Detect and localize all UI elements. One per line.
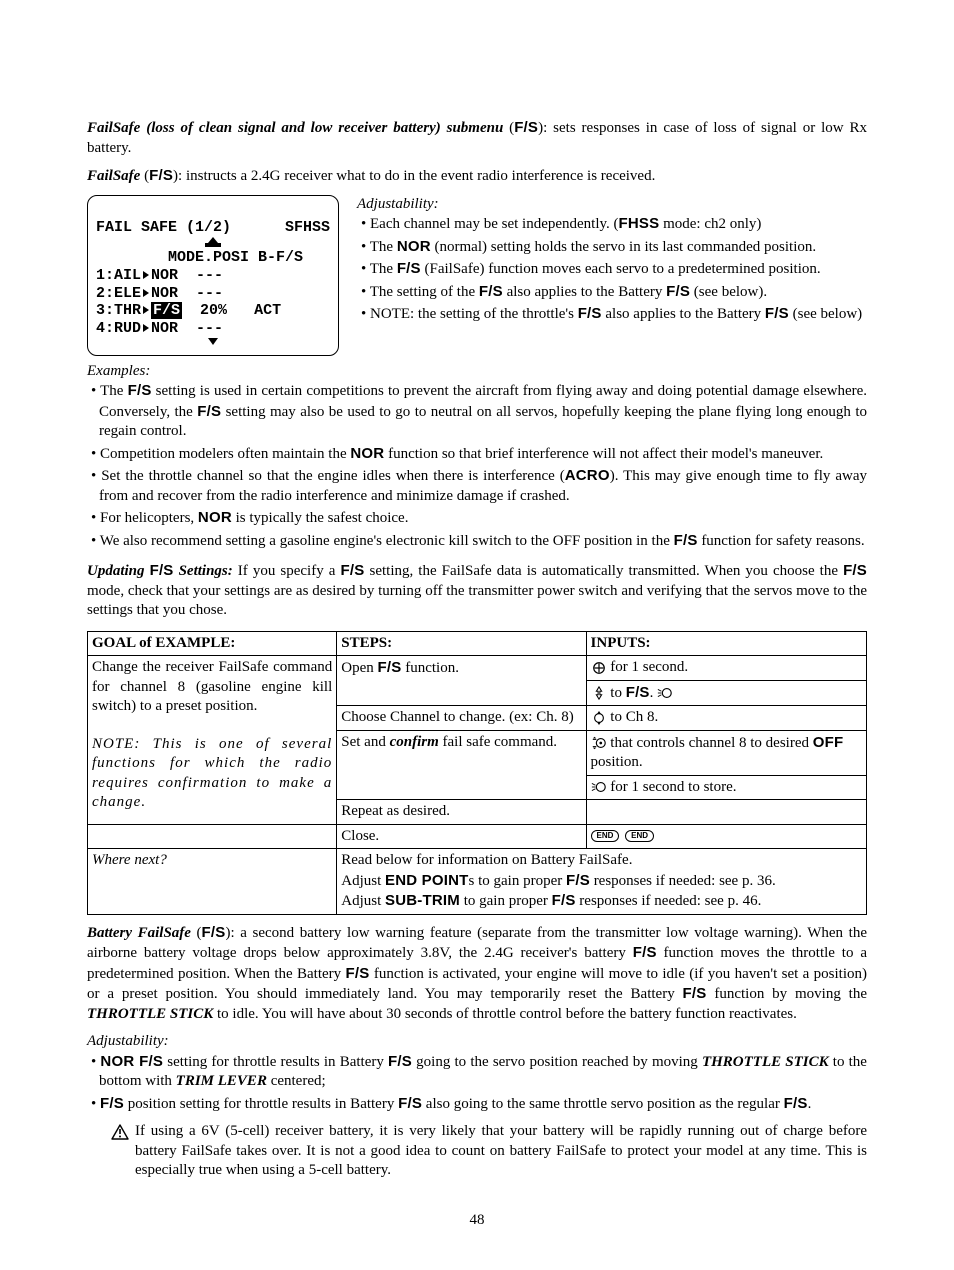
- lcd-header: MODE.POSI B-F/S: [96, 249, 303, 266]
- step-close: Close.: [337, 824, 586, 849]
- col-steps: STEPS:: [337, 631, 586, 656]
- examples-list: The F/S setting is used in certain compe…: [87, 381, 867, 551]
- dial-press-icon: [591, 780, 607, 794]
- end-button-icon: END: [591, 830, 620, 842]
- dial-press-icon: [657, 686, 673, 700]
- step-choose-channel: Choose Channel to change. (ex: Ch. 8): [337, 706, 586, 731]
- lcd-title-right: SFHSS: [285, 219, 330, 237]
- goal-blank: [88, 824, 337, 849]
- input-blank: [586, 800, 866, 825]
- page-number: 48: [87, 1211, 867, 1231]
- fs-abbr: F/S: [514, 119, 538, 136]
- goal-cell: Change the receiver FailSafe command for…: [88, 656, 337, 825]
- intro-2: FailSafe (F/S): instructs a 2.4G receive…: [87, 166, 867, 187]
- col-inputs: INPUTS:: [586, 631, 866, 656]
- updating-paragraph: Updating F/S Settings: If you specify a …: [87, 561, 867, 621]
- example-table: GOAL of EXAMPLE: STEPS: INPUTS: Change t…: [87, 631, 867, 915]
- lcd-cursor-up-icon: [205, 237, 221, 247]
- lcd-down-arrow-icon: [208, 338, 218, 345]
- page: FailSafe (loss of clean signal and low r…: [0, 0, 954, 1270]
- input-ch8: to Ch 8.: [586, 706, 866, 731]
- end-button-icon: END: [625, 830, 654, 842]
- step-repeat: Repeat as desired.: [337, 800, 586, 825]
- input-store: for 1 second to store.: [586, 775, 866, 800]
- examples-title: Examples:: [87, 362, 867, 382]
- input-to-fs: to F/S.: [586, 680, 866, 706]
- lcd-and-adjustability: FAIL SAFE (1/2)SFHSS MODE.POSI B-F/S 1:A…: [87, 195, 867, 356]
- warning-text: If using a 6V (5-cell) receiver battery,…: [135, 1122, 867, 1181]
- adjustability-block: Adjustability: Each channel may be set i…: [357, 195, 867, 327]
- battery-adjustability-title: Adjustability:: [87, 1032, 867, 1052]
- warning-block: If using a 6V (5-cell) receiver battery,…: [111, 1122, 867, 1181]
- input-hold: for 1 second.: [586, 656, 866, 681]
- table-row: Close. END END: [88, 824, 867, 849]
- intro-1: FailSafe (loss of clean signal and low r…: [87, 118, 867, 158]
- step-set-confirm: Set and confirm fail safe command.: [337, 730, 586, 800]
- goal-note: NOTE: This is one of several functions f…: [92, 735, 332, 813]
- stick-icon: [591, 736, 607, 750]
- dial-turn-icon: [591, 711, 607, 725]
- col-goal: GOAL of EXAMPLE:: [88, 631, 337, 656]
- adjustability-list: Each channel may be set independently. (…: [357, 214, 867, 325]
- where-next-content: Read below for information on Battery Fa…: [337, 849, 867, 915]
- battery-adjustability-list: NOR F/S setting for throttle results in …: [87, 1052, 867, 1115]
- battery-failsafe-paragraph: Battery FailSafe (F/S): a second battery…: [87, 923, 867, 1025]
- table-row-where-next: Where next? Read below for information o…: [88, 849, 867, 915]
- mode-button-icon: [591, 661, 607, 675]
- step-open: Open F/S function.: [337, 656, 586, 706]
- input-end: END END: [586, 824, 866, 849]
- lcd-title-left: FAIL SAFE (1/2): [96, 219, 231, 237]
- cursor-icon: [591, 686, 607, 700]
- lcd-screen: FAIL SAFE (1/2)SFHSS MODE.POSI B-F/S 1:A…: [87, 195, 339, 356]
- table-row: Change the receiver FailSafe command for…: [88, 656, 867, 681]
- where-next-label: Where next?: [88, 849, 337, 915]
- intro1-title: FailSafe (loss of clean signal and low r…: [87, 120, 503, 136]
- adjustability-title: Adjustability:: [357, 195, 867, 215]
- table-header-row: GOAL of EXAMPLE: STEPS: INPUTS:: [88, 631, 867, 656]
- warning-icon: [111, 1124, 129, 1140]
- input-stick: that controls channel 8 to desired OFF p…: [586, 730, 866, 775]
